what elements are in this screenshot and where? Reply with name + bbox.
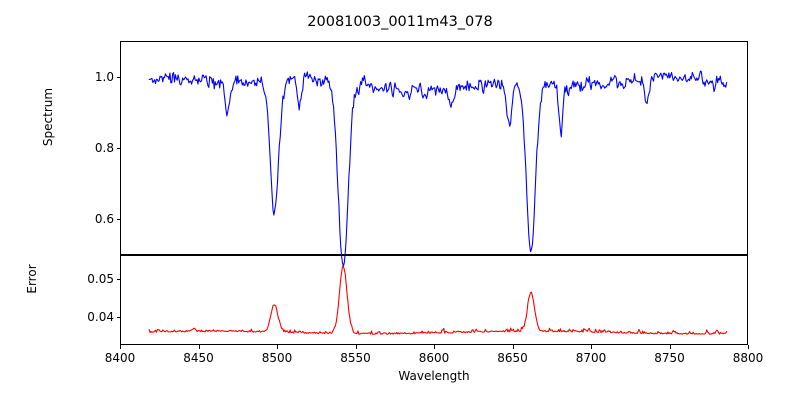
error-data-line bbox=[148, 265, 728, 335]
error-series-svg bbox=[148, 265, 728, 335]
x-tick-label: 8550 bbox=[340, 351, 371, 365]
x-tick-label: 8450 bbox=[183, 351, 214, 365]
spectrum-data-line bbox=[148, 70, 728, 267]
y-tick-label: 1.0 bbox=[94, 69, 114, 84]
y-tick-label: 0.05 bbox=[87, 272, 114, 287]
x-tick-mark bbox=[198, 345, 200, 349]
x-tick-label: 8700 bbox=[575, 351, 607, 365]
x-tick-mark bbox=[669, 345, 671, 349]
x-tick-label: 8750 bbox=[654, 351, 685, 365]
x-tick-mark bbox=[355, 345, 357, 349]
y-tick-mark bbox=[116, 219, 120, 221]
x-tick-mark bbox=[591, 345, 593, 349]
spectrum-y-axis-label: Spectrum bbox=[41, 87, 55, 147]
error-y-axis-label: Error bbox=[25, 264, 39, 294]
x-tick-mark bbox=[120, 345, 122, 349]
y-tick-label: 0.8 bbox=[94, 141, 114, 155]
x-tick-mark bbox=[277, 345, 279, 349]
spectrum-plot-area bbox=[120, 41, 748, 267]
x-tick-label: 8650 bbox=[497, 351, 528, 365]
page-title: 20081003_0011m43_078 bbox=[307, 14, 493, 30]
x-tick-label: 8800 bbox=[732, 351, 764, 365]
x-tick-mark bbox=[512, 345, 514, 349]
y-tick-mark bbox=[116, 76, 120, 78]
y-tick-label: 0.04 bbox=[87, 309, 114, 324]
y-tick-mark bbox=[116, 279, 120, 281]
x-tick-mark bbox=[434, 345, 436, 349]
y-tick-mark bbox=[116, 316, 120, 318]
x-tick-mark bbox=[748, 345, 750, 349]
error-plot-area bbox=[120, 255, 748, 345]
x-tick-label: 8500 bbox=[261, 351, 293, 365]
x-tick-label: 8400 bbox=[104, 351, 136, 365]
y-tick-mark bbox=[116, 148, 120, 150]
y-tick-label: 0.6 bbox=[94, 212, 114, 227]
spectrum-series-svg bbox=[148, 70, 728, 267]
x-tick-label: 8600 bbox=[418, 351, 450, 365]
x-axis-label: Wavelength bbox=[398, 369, 470, 383]
